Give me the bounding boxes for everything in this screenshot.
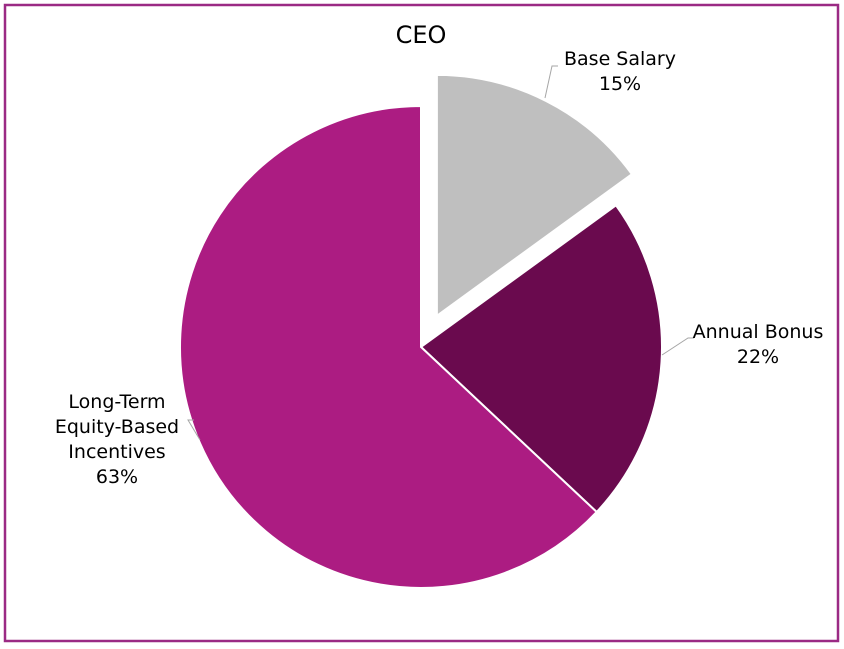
category-label: Annual Bonus [692,321,824,343]
leader-line [187,419,201,441]
pie-slice [435,73,634,318]
pie-slice [179,104,599,589]
value-label: 15% [598,73,642,95]
data-label: Long-Term Equity-Based Incentives 63% [42,390,192,490]
leader-line [544,65,558,99]
border [3,3,840,643]
pie-slice [419,203,663,514]
category-label: Long-Term Equity-Based Incentives [54,391,180,463]
value-label: 22% [736,346,780,368]
chart-title: CEO [396,21,447,49]
leader-line [661,337,694,356]
data-label: Annual Bonus 22% [673,320,843,370]
data-label: Base Salary 15% [540,47,700,97]
value-label: 63% [95,466,139,488]
category-label: Base Salary [564,48,676,70]
